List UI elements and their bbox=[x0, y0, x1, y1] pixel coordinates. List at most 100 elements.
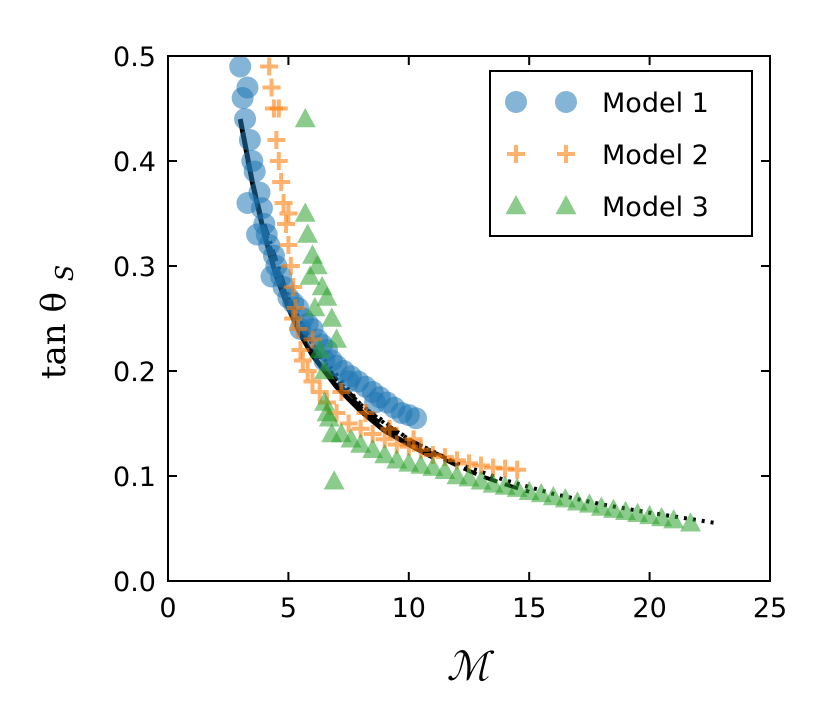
data-point bbox=[364, 391, 387, 414]
x-tick-label: 10 bbox=[392, 593, 426, 624]
data-point bbox=[578, 493, 600, 513]
y-tick-label: 0.4 bbox=[113, 147, 156, 178]
data-point bbox=[434, 459, 456, 479]
x-axis-label: ℳ bbox=[447, 644, 495, 690]
data-point bbox=[291, 341, 310, 359]
data-points bbox=[229, 56, 701, 532]
svg-text:tan θ S: tan θ S bbox=[34, 265, 79, 379]
y-tick-label: 0.2 bbox=[113, 357, 156, 388]
data-point bbox=[398, 452, 420, 472]
x-tick-label: 25 bbox=[753, 593, 787, 624]
legend-marker bbox=[555, 195, 577, 215]
data-point bbox=[303, 330, 322, 349]
data-point bbox=[639, 504, 661, 525]
data-point bbox=[309, 339, 331, 359]
data-point bbox=[303, 372, 322, 391]
legend-label: Model 3 bbox=[602, 192, 709, 223]
axis-ticks: 0 5 10 15 20 25 0.0 0.1 0.2 0.3 0.4 0.5 bbox=[113, 42, 787, 624]
data-point bbox=[651, 507, 673, 527]
y-tick-label: 0.1 bbox=[113, 462, 156, 493]
data-point bbox=[603, 498, 624, 518]
data-point bbox=[405, 407, 428, 430]
data-point bbox=[323, 470, 345, 490]
data-point bbox=[310, 383, 329, 401]
data-point bbox=[350, 433, 372, 453]
data-point bbox=[272, 173, 291, 191]
data-point bbox=[267, 131, 286, 149]
legend-marker bbox=[555, 91, 577, 113]
data-point bbox=[236, 76, 259, 99]
data-point bbox=[243, 160, 266, 183]
data-point bbox=[260, 265, 283, 288]
data-point bbox=[470, 470, 492, 490]
data-point bbox=[590, 496, 612, 516]
data-point bbox=[446, 465, 468, 485]
data-point bbox=[627, 502, 649, 523]
x-tick-label: 5 bbox=[280, 593, 297, 624]
data-point bbox=[279, 236, 298, 254]
data-point bbox=[298, 362, 317, 380]
data-point bbox=[316, 286, 338, 306]
data-point bbox=[380, 419, 399, 438]
data-point bbox=[262, 78, 281, 97]
x-tick-label: 20 bbox=[632, 593, 666, 624]
data-point bbox=[274, 194, 293, 212]
data-point bbox=[234, 108, 257, 130]
fit-line-dashdot bbox=[262, 223, 458, 466]
legend-marker bbox=[507, 145, 525, 163]
legend-label: Model 2 bbox=[602, 140, 709, 171]
data-point bbox=[542, 486, 564, 506]
data-point bbox=[663, 509, 685, 529]
y-tick-label: 0.0 bbox=[113, 567, 156, 598]
data-point bbox=[422, 456, 444, 476]
data-point bbox=[236, 192, 259, 214]
data-point bbox=[260, 57, 279, 76]
data-point bbox=[294, 108, 316, 128]
y-tick-label: 0.5 bbox=[113, 42, 156, 73]
data-point bbox=[229, 56, 252, 78]
plot-frame bbox=[167, 55, 771, 582]
data-point bbox=[279, 204, 298, 223]
data-point bbox=[269, 99, 288, 118]
data-point bbox=[293, 351, 312, 370]
data-point bbox=[506, 477, 528, 497]
data-point bbox=[386, 449, 408, 469]
data-point bbox=[566, 491, 588, 511]
data-point bbox=[362, 438, 384, 458]
x-tick-label: 15 bbox=[512, 593, 546, 624]
data-point bbox=[494, 475, 516, 495]
data-point bbox=[304, 297, 326, 317]
legend-marker bbox=[505, 195, 527, 215]
data-point bbox=[284, 278, 303, 296]
data-point bbox=[276, 215, 295, 233]
data-point bbox=[554, 488, 576, 508]
series-3 bbox=[294, 108, 701, 532]
data-point bbox=[458, 467, 480, 487]
y-axis-label-group: tan θ S bbox=[34, 265, 79, 379]
data-point bbox=[508, 460, 527, 479]
data-point bbox=[238, 129, 261, 151]
data-point bbox=[286, 299, 305, 317]
data-point bbox=[339, 414, 358, 433]
legend: Model 1 Model 2 Model 3 bbox=[489, 70, 753, 237]
data-point bbox=[374, 444, 396, 464]
data-point bbox=[318, 407, 340, 427]
data-point bbox=[299, 265, 321, 285]
data-point bbox=[530, 482, 552, 503]
data-point bbox=[269, 152, 288, 170]
legend-marker bbox=[505, 91, 527, 113]
series-2 bbox=[260, 57, 527, 479]
data-point bbox=[482, 473, 504, 493]
data-point bbox=[615, 500, 636, 520]
data-point bbox=[680, 512, 701, 532]
y-axis-label-subscript: S bbox=[51, 265, 79, 281]
data-point bbox=[314, 391, 335, 411]
data-point bbox=[289, 320, 308, 338]
data-point bbox=[284, 309, 303, 328]
x-tick-label: 0 bbox=[159, 593, 176, 624]
data-point bbox=[297, 223, 319, 243]
series-1 bbox=[229, 56, 428, 430]
data-point bbox=[321, 307, 343, 327]
axes-frame bbox=[167, 55, 771, 582]
